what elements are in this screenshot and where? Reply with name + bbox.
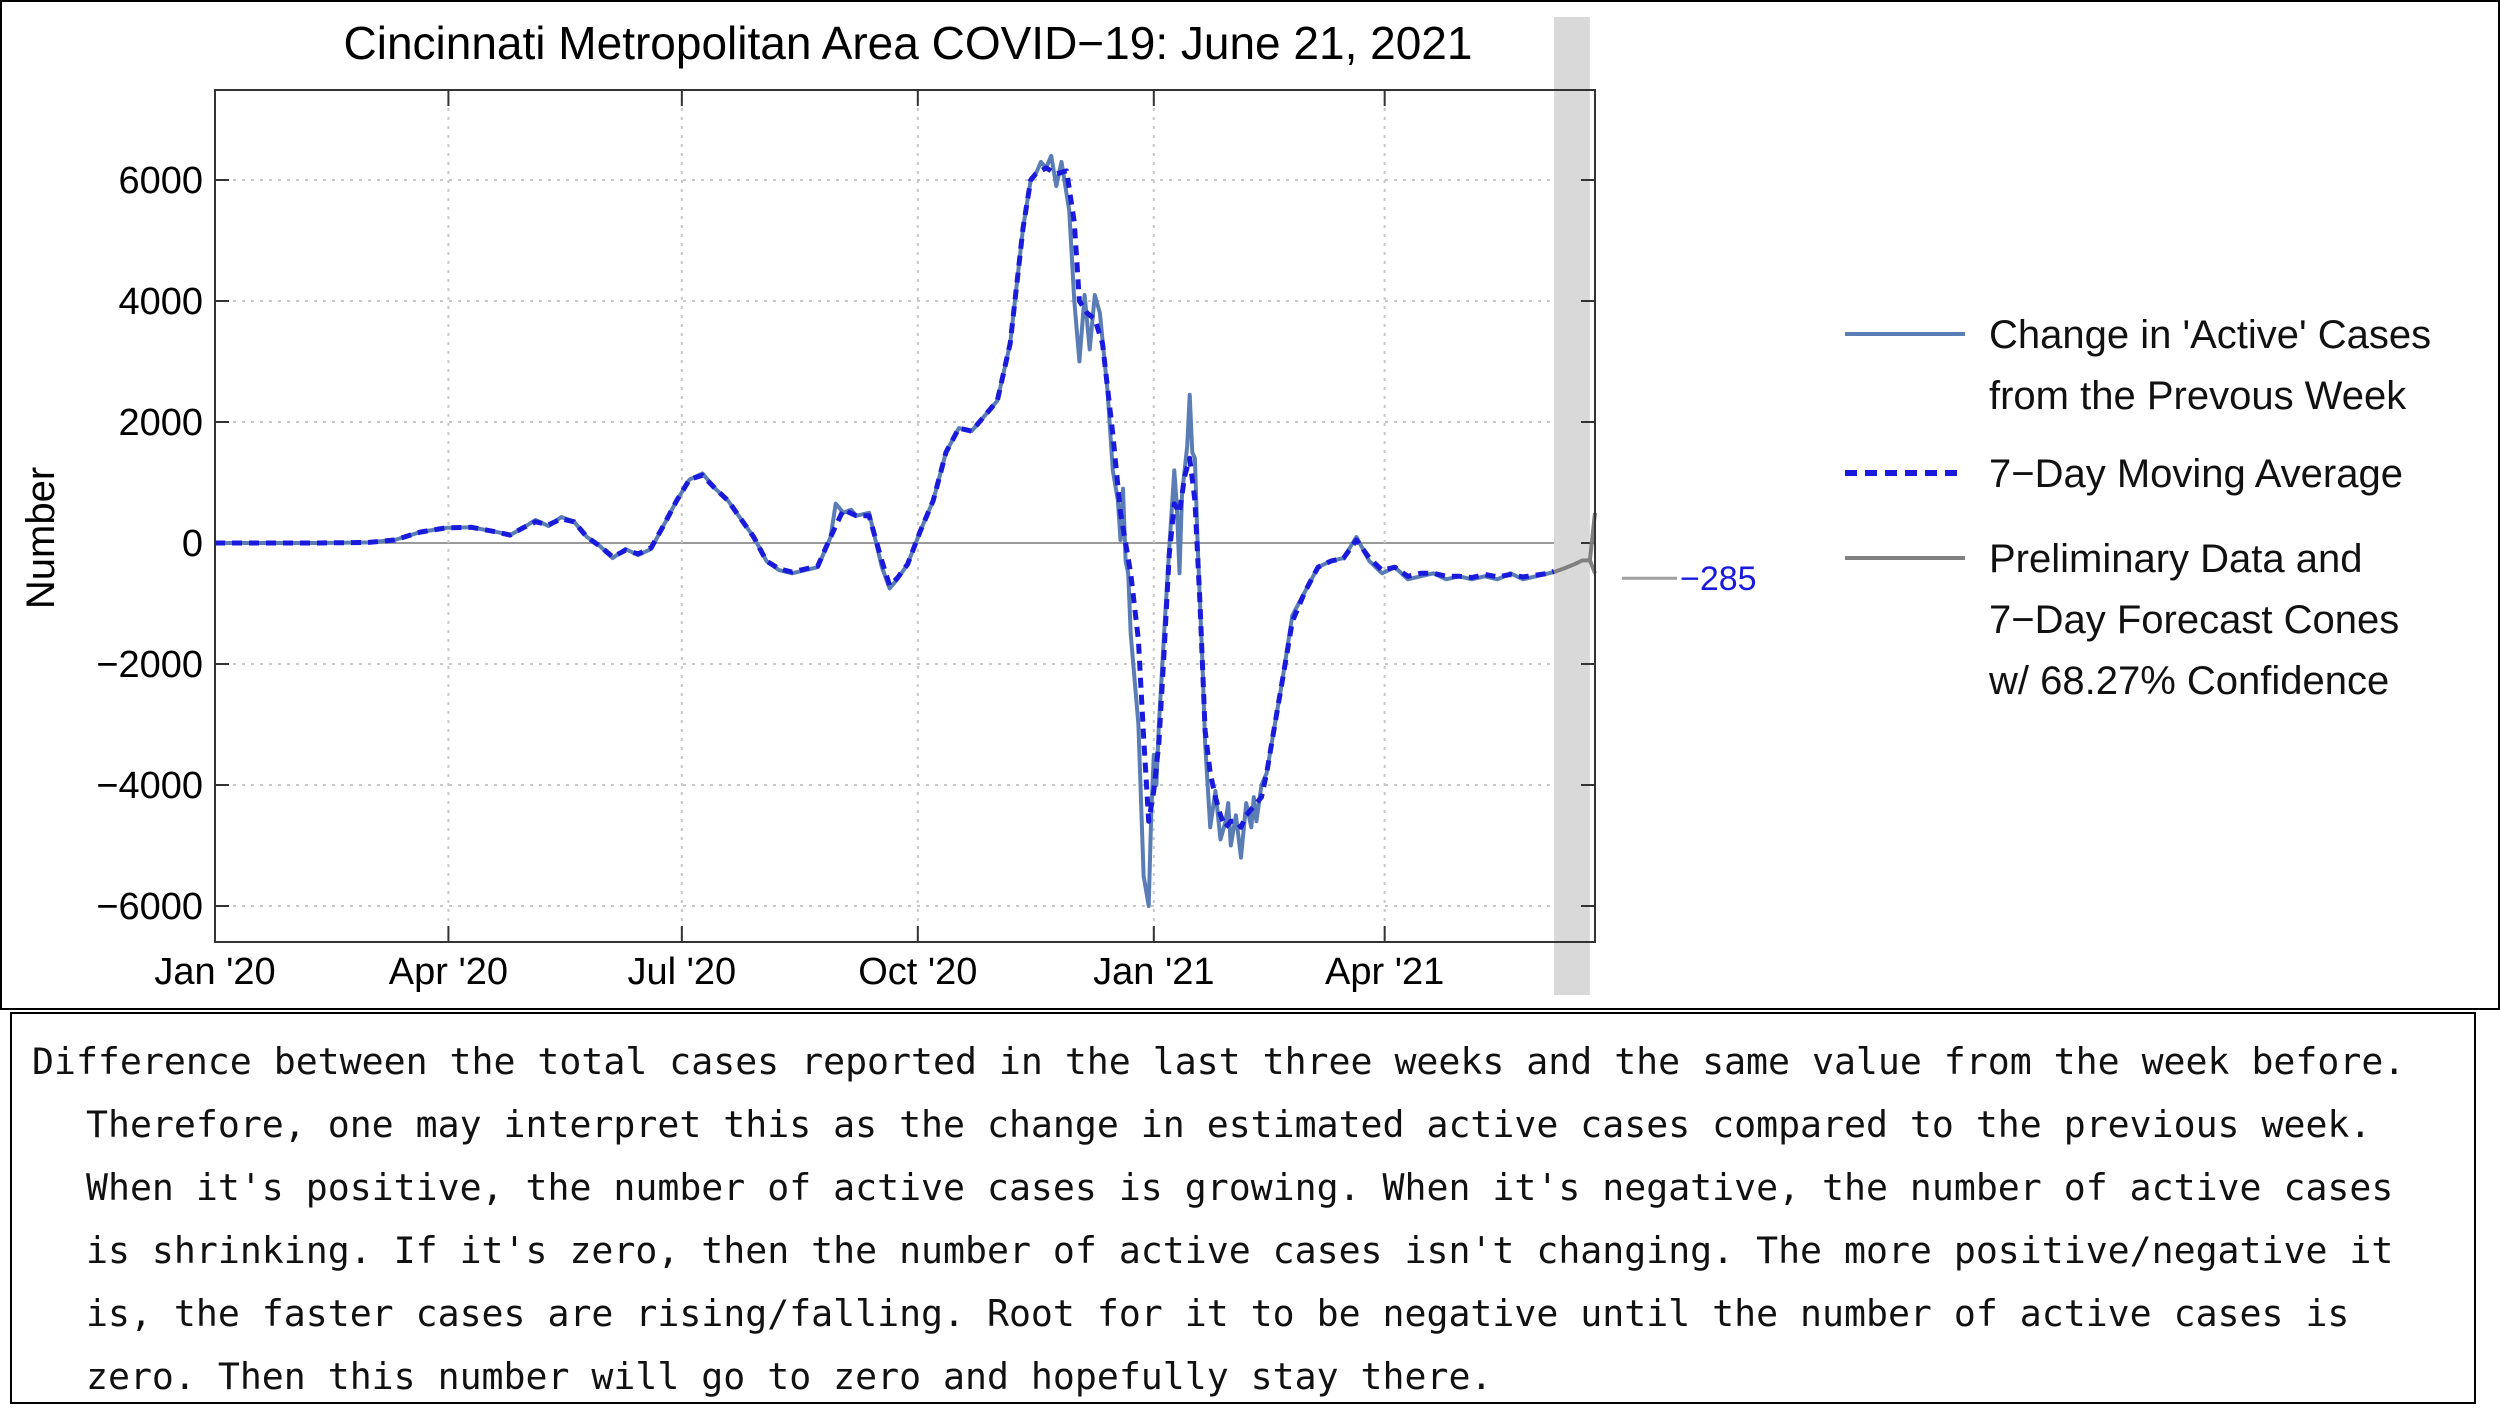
x-tick-label: Apr '21 [1325, 951, 1444, 993]
x-tick-label: Jan '20 [154, 951, 275, 993]
chart-title: Cincinnati Metropolitan Area COVID−19: J… [344, 17, 1473, 69]
legend-label-2: Preliminary Data and [1989, 537, 2363, 581]
grid-layer [214, 90, 1595, 942]
y-axis-label: Number [19, 467, 63, 609]
x-tick-label: Oct '20 [858, 951, 977, 993]
y-tick-label: 4000 [118, 281, 203, 323]
series-line-2 [1553, 558, 1590, 574]
series-line-0 [215, 153, 1555, 908]
legend-label-0: from the Prevous Week [1989, 374, 2407, 418]
annotation-value: −285 [1680, 560, 1757, 598]
legend-label-2: 7−Day Forecast Cones [1989, 598, 2399, 642]
tick-layer: −6000 −4000 −2000 0 2000 4000 6000 Jan '20 Apr '… [96, 90, 1595, 993]
legend: Change in 'Active' Cases from the Prevous… [1845, 313, 2431, 703]
caption-panel: Difference between the total cases repor… [10, 1012, 2476, 1404]
x-tick-label: Apr '20 [389, 951, 508, 993]
figure-panel: Cincinnati Metropolitan Area COVID−19: J… [0, 0, 2500, 1010]
x-tick-label: Jul '20 [628, 951, 737, 993]
legend-label-0: Change in 'Active' Cases [1989, 313, 2431, 357]
preliminary-band-layer [1553, 17, 1590, 995]
y-tick-label: −6000 [96, 886, 203, 928]
preliminary-region [1553, 17, 1590, 995]
legend-label-2: w/ 68.27% Confidence [1988, 659, 2389, 703]
series-layer [215, 153, 1597, 908]
series-line-1 [215, 165, 1555, 830]
y-tick-label: 6000 [118, 160, 203, 202]
annotation-layer: −285 [1622, 560, 1757, 598]
x-tick-label: Jan '21 [1093, 951, 1214, 993]
plot-frame [214, 89, 1596, 943]
legend-label-1: 7−Day Moving Average [1989, 452, 2403, 496]
y-tick-label: 2000 [118, 402, 203, 444]
y-tick-label: −2000 [96, 644, 203, 686]
y-tick-label: −4000 [96, 765, 203, 807]
caption-text: Difference between the total cases repor… [32, 1040, 2406, 1398]
y-tick-label: 0 [182, 523, 203, 565]
chart: Cincinnati Metropolitan Area COVID−19: J… [19, 17, 2431, 995]
